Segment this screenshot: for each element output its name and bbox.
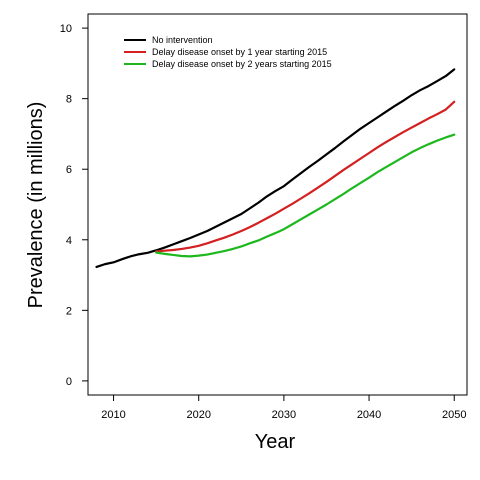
x-axis: 2010 2020 2030 2040 2050 bbox=[101, 395, 466, 421]
x-tick-label: 2020 bbox=[186, 409, 210, 421]
series-lines bbox=[95, 68, 456, 269]
series-line-2 bbox=[155, 100, 456, 253]
y-tick-label: 8 bbox=[66, 94, 72, 106]
y-axis-title: Prevalence (in millions) bbox=[25, 102, 47, 309]
series-line-1 bbox=[95, 68, 456, 269]
series-line-3 bbox=[155, 133, 456, 258]
y-tick-label: 4 bbox=[66, 235, 72, 247]
y-tick-label: 0 bbox=[66, 376, 72, 388]
x-tick-label: 2010 bbox=[101, 409, 125, 421]
x-tick-label: 2040 bbox=[357, 409, 381, 421]
plot-frame bbox=[87, 13, 468, 396]
y-tick-label: 10 bbox=[60, 23, 72, 35]
x-axis-title: Year bbox=[255, 431, 296, 453]
x-tick-label: 2030 bbox=[272, 409, 296, 421]
x-tick-label: 2050 bbox=[442, 409, 466, 421]
legend-label: Delay disease onset by 2 years starting … bbox=[152, 59, 332, 69]
y-axis: 0 2 4 6 8 10 bbox=[60, 23, 88, 388]
legend: No intervention Delay disease onset by 1 … bbox=[124, 35, 332, 69]
legend-label: No intervention bbox=[152, 35, 213, 45]
y-tick-label: 6 bbox=[66, 164, 72, 176]
y-tick-label: 2 bbox=[66, 305, 72, 317]
legend-label: Delay disease onset by 1 year starting 2… bbox=[152, 47, 327, 57]
